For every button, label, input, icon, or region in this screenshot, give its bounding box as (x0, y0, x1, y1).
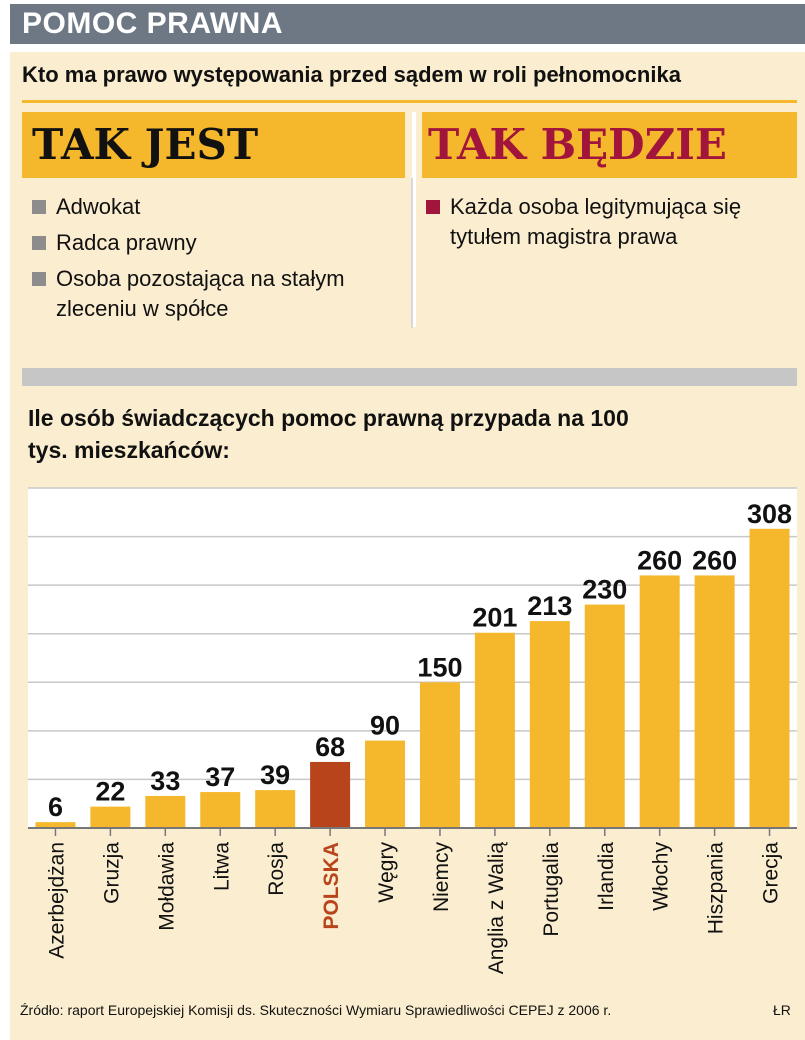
bar-8 (474, 632, 515, 828)
list-item-text: Adwokat (56, 194, 141, 219)
list-item: Każda osoba legitymująca się tytułem mag… (424, 192, 784, 252)
data-label-8: 201 (472, 603, 517, 633)
data-label-4: 39 (260, 760, 290, 790)
data-label-12: 260 (692, 545, 737, 575)
category-label-7: Niemcy (430, 842, 453, 913)
bar-2 (145, 795, 186, 828)
category-label-2: Mołdawia (155, 842, 178, 931)
data-label-13: 308 (747, 499, 792, 529)
plot-area (28, 488, 797, 828)
data-label-5: 68 (315, 732, 345, 762)
bar-6 (365, 740, 406, 828)
header-bar: POMOC PRAWNA (0, 0, 805, 48)
source-note: Źródło: raport Europejskiej Komisji ds. … (20, 1002, 612, 1018)
bar-10 (584, 604, 625, 828)
category-label-1: Gruzja (100, 842, 123, 904)
list-item-text: Każda osoba legitymująca się tytułem mag… (450, 194, 742, 249)
bar-4 (255, 790, 296, 828)
section-divider (22, 368, 797, 386)
list-item-text: Osoba pozostająca na stałym zleceniu w s… (56, 266, 345, 321)
data-label-7: 150 (417, 652, 462, 682)
chart-title: Ile osób świadczących pomoc prawną przyp… (28, 405, 629, 463)
category-label-3: Litwa (210, 842, 233, 891)
page-title: POMOC PRAWNA (10, 4, 805, 44)
category-label-6: Węgry (375, 842, 398, 903)
bar-13 (749, 528, 790, 828)
category-label-9: Portugalia (540, 842, 563, 937)
category-label-11: Włochy (650, 842, 673, 911)
bar-9 (529, 621, 570, 828)
question-heading: Kto ma prawo występowania przed sądem w … (22, 62, 681, 87)
bar-7 (419, 682, 460, 828)
grey-square-icon (32, 272, 46, 286)
column-divider-line (411, 178, 413, 328)
category-label-12: Hiszpania (705, 842, 728, 935)
list-item: Radca prawny (30, 228, 400, 258)
red-square-icon (426, 200, 440, 214)
bar-12 (694, 575, 735, 828)
list-item: Osoba pozostająca na stałym zleceniu w s… (30, 264, 400, 324)
data-label-11: 260 (637, 545, 682, 575)
data-label-6: 90 (370, 711, 400, 741)
category-label-5: POLSKA (320, 842, 343, 930)
data-label-2: 33 (150, 766, 180, 796)
data-label-0: 6 (48, 792, 63, 822)
list-item: Adwokat (30, 192, 400, 222)
data-label-3: 37 (205, 762, 235, 792)
bar-5 (310, 761, 351, 828)
bar-0 (35, 822, 76, 828)
data-label-1: 22 (95, 777, 125, 807)
column-now-title: TAK JEST (22, 112, 405, 178)
now-list: Adwokat Radca prawny Osoba pozostająca n… (30, 192, 400, 330)
data-label-10: 230 (582, 575, 627, 605)
list-item-text: Radca prawny (56, 230, 197, 255)
question-underline (22, 100, 797, 103)
grey-square-icon (32, 236, 46, 250)
column-future-title: TAK BĘDZIE (422, 112, 797, 178)
category-label-8: Anglia z Walią (485, 842, 508, 975)
bar-11 (639, 575, 680, 828)
category-label-10: Irlandia (595, 842, 618, 911)
bar-1 (90, 806, 131, 828)
data-label-9: 213 (527, 591, 572, 621)
bar-3 (200, 792, 241, 828)
category-label-13: Grecja (760, 842, 783, 904)
future-list: Każda osoba legitymująca się tytułem mag… (424, 192, 784, 258)
column-divider (412, 112, 416, 327)
author-credit: ŁR (773, 1002, 791, 1018)
category-label-4: Rosja (265, 842, 288, 896)
grey-square-icon (32, 200, 46, 214)
category-label-0: Azerbejdżan (45, 842, 68, 959)
